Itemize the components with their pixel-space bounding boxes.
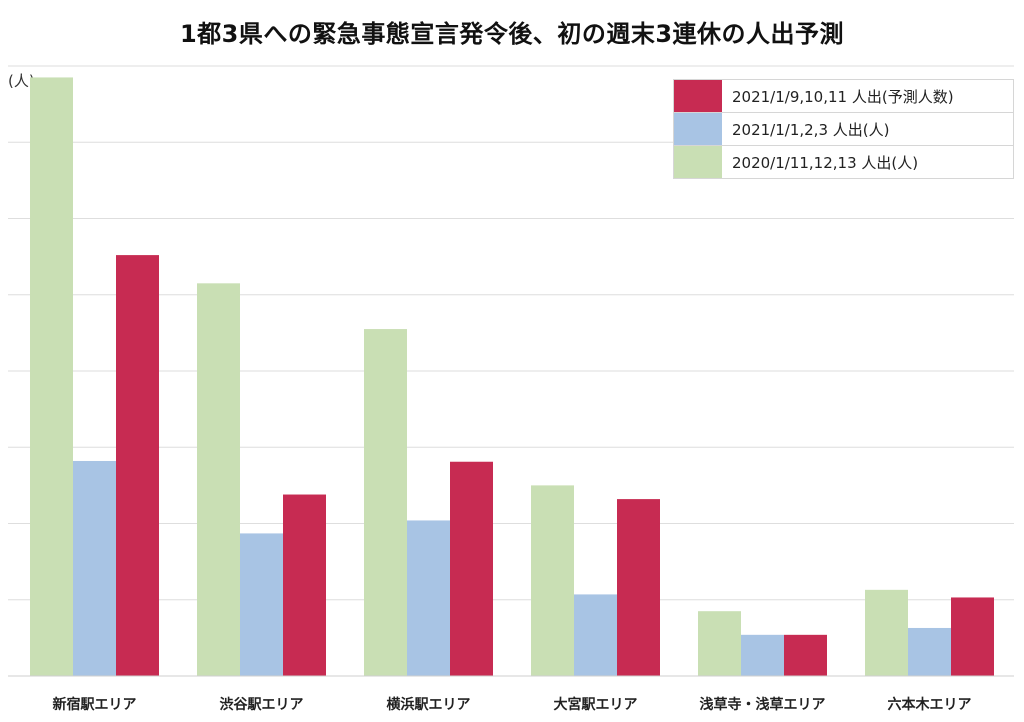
x-tick-label: 六本木エリア	[888, 696, 972, 713]
x-tick-labels: 新宿駅エリア 渋谷駅エリア 横浜駅エリア 大宮駅エリア 浅草寺・浅草エリア 六本木エリア	[53, 696, 972, 713]
bar-2-series-3	[283, 494, 326, 676]
chart-title: 1都3県への緊急事態宣言発令後、初の週末3連休の人出予測	[179, 20, 845, 48]
legend-label: 2021/1/9,10,11 人出(予測人数)	[732, 87, 954, 106]
bar-6-series-1	[865, 589, 908, 676]
legend-label: 2020/1/11,12,13 人出(人)	[732, 153, 919, 172]
bar-1-series-1	[30, 77, 73, 676]
x-tick-label: 渋谷駅エリア	[220, 696, 304, 713]
bar-1-series-2	[73, 460, 116, 676]
bar-2-series-2	[240, 533, 283, 676]
legend: 2021/1/9,10,11 人出(予測人数) 2021/1/1,2,3 人出(人…	[673, 79, 1014, 179]
x-tick-label: 浅草寺・浅草エリア	[700, 696, 826, 713]
legend-item: 2020/1/11,12,13 人出(人)	[674, 146, 1013, 178]
x-tick-label: 大宮駅エリア	[554, 696, 638, 713]
gridlines	[8, 65, 1014, 601]
bar-3-series-2	[407, 520, 450, 676]
legend-swatch	[674, 80, 722, 112]
bar-3-series-3	[450, 461, 493, 676]
x-tick-label: 横浜駅エリア	[387, 696, 471, 713]
bar-5-series-3	[784, 634, 827, 676]
legend-item: 2021/1/9,10,11 人出(予測人数)	[674, 80, 1013, 113]
bar-6-series-2	[908, 627, 951, 676]
bar-6-series-3	[951, 597, 994, 676]
y-axis-unit-label: (人)	[8, 72, 35, 90]
bar-2-series-1	[197, 283, 240, 676]
legend-swatch	[674, 146, 722, 178]
bars	[30, 77, 994, 676]
x-tick-label: 新宿駅エリア	[53, 696, 137, 713]
bar-3-series-1	[364, 329, 407, 676]
legend-label: 2021/1/1,2,3 人出(人)	[732, 120, 890, 139]
bar-4-series-1	[531, 485, 574, 676]
bar-5-series-2	[741, 634, 784, 676]
legend-item: 2021/1/1,2,3 人出(人)	[674, 113, 1013, 146]
bar-5-series-1	[698, 611, 741, 676]
bar-4-series-3	[617, 499, 660, 676]
legend-swatch	[674, 113, 722, 145]
bar-4-series-2	[574, 594, 617, 676]
bar-1-series-3	[116, 255, 159, 676]
